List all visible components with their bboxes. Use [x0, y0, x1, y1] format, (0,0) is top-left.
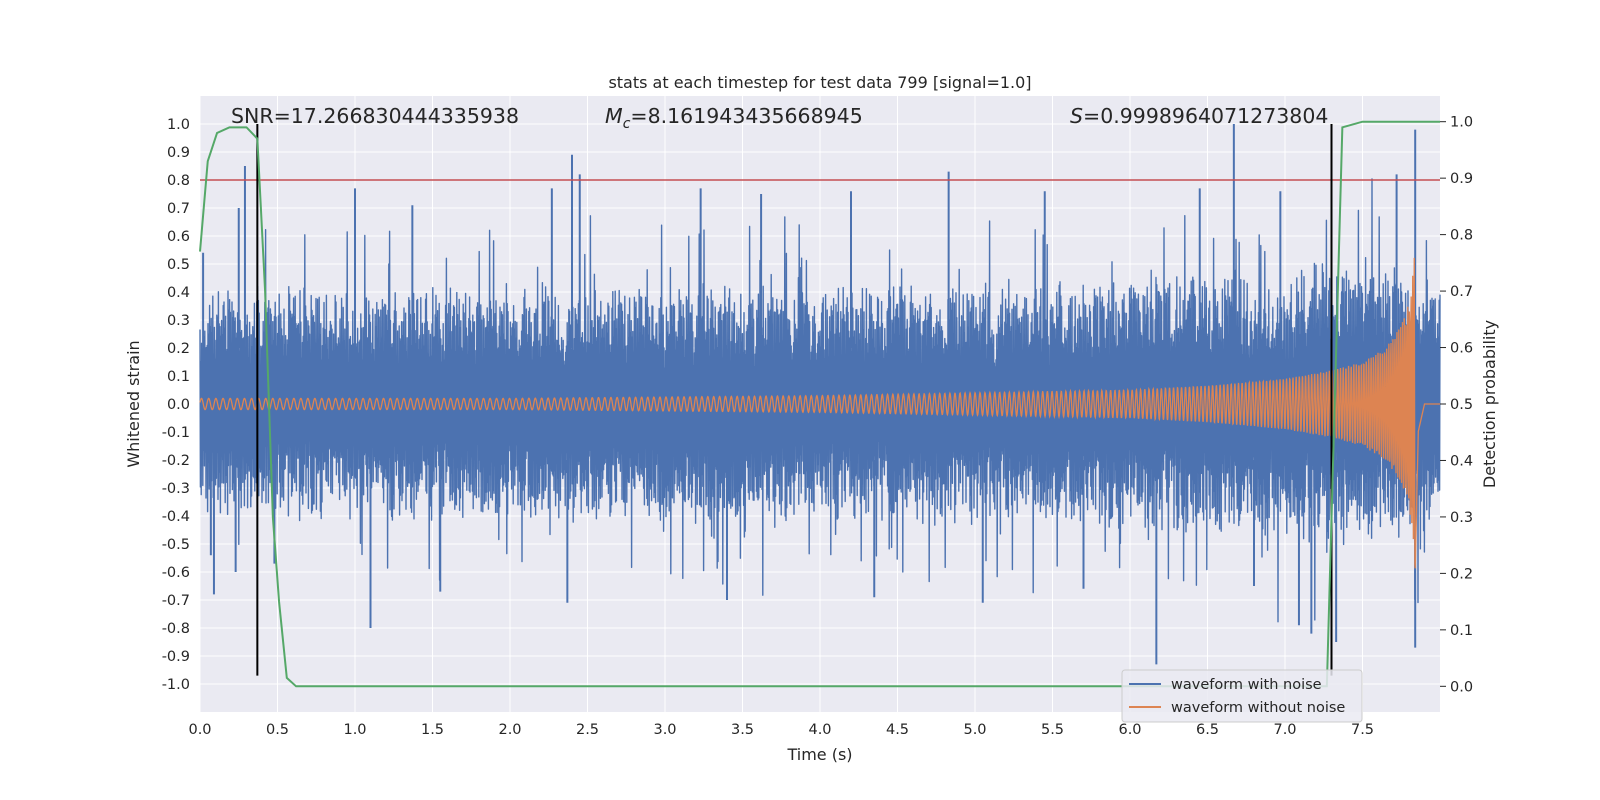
- chart-title: stats at each timestep for test data 799…: [608, 73, 1031, 92]
- x-tick-label: 1.5: [421, 722, 444, 738]
- y-tick-label: 0.1: [167, 369, 190, 385]
- y-tick-label: 0.0: [167, 397, 190, 413]
- y2-tick-label: 0.7: [1450, 284, 1473, 300]
- y-tick-label: -1.0: [162, 677, 190, 693]
- y-tick-label: 0.9: [167, 145, 190, 161]
- score-value: =0.9998964071273804: [1083, 104, 1328, 128]
- x-tick-label: 3.5: [731, 722, 754, 738]
- y-tick-label: -0.3: [162, 481, 190, 497]
- y2-tick-label: 0.0: [1450, 679, 1473, 695]
- x-tick-label: 6.5: [1196, 722, 1219, 738]
- x-tick-label: 0.5: [266, 722, 289, 738]
- y-tick-label: -0.8: [162, 621, 190, 637]
- y-tick-label: -0.4: [162, 509, 190, 525]
- y-tick-label: -0.9: [162, 649, 190, 665]
- y2-tick-label: 0.6: [1450, 341, 1473, 357]
- y-tick-label: 0.5: [167, 257, 190, 273]
- x-tick-label: 1.0: [343, 722, 366, 738]
- y2-tick-labels: 1.0 0.9 0.8 0.7 0.6 0.5 0.4 0.3 0.2 0.1 0.0: [1440, 115, 1473, 695]
- y-tick-label: -0.5: [162, 537, 190, 553]
- y2-tick-label: 1.0: [1450, 115, 1473, 131]
- x-axis-label: Time (s): [786, 745, 852, 764]
- score-symbol: S: [1070, 104, 1083, 128]
- clean-waveform-line: [199, 257, 1440, 569]
- x-tick-label: 5.0: [963, 722, 986, 738]
- x-tick-label: 5.5: [1041, 722, 1064, 738]
- x-tick-label: 2.5: [576, 722, 599, 738]
- y2-tick-label: 0.4: [1450, 453, 1473, 469]
- legend-label-noise: waveform with noise: [1171, 677, 1322, 693]
- y-tick-label: 1.0: [167, 117, 190, 133]
- y2-tick-label: 0.5: [1450, 397, 1473, 413]
- x-tick-labels: 0.0 0.5 1.0 1.5 2.0 2.5 3.0 3.5 4.0 4.5 5.0 5.5 6.0 6…: [188, 722, 1374, 738]
- y2-tick-label: 0.9: [1450, 171, 1473, 187]
- y2-axis-label: Detection probability: [1480, 320, 1499, 488]
- y-tick-labels: 1.0 0.9 0.8 0.7 0.6 0.5 0.4 0.3 0.2 0.1 0.0 -0.1 -0.…: [162, 117, 190, 693]
- y-tick-label: 0.4: [167, 285, 190, 301]
- y-tick-label: 0.3: [167, 313, 190, 329]
- chirp-mass-subscript: c: [623, 116, 631, 132]
- y-tick-label: 0.7: [167, 201, 190, 217]
- x-tick-label: 7.0: [1273, 722, 1296, 738]
- y-tick-label: 0.8: [167, 173, 190, 189]
- y2-tick-label: 0.8: [1450, 228, 1473, 244]
- legend-label-clean: waveform without noise: [1171, 700, 1345, 716]
- y-tick-label: -0.2: [162, 453, 190, 469]
- noise-waveform: [199, 124, 1441, 665]
- legend-box: [1121, 669, 1363, 723]
- y-tick-label: 0.6: [167, 229, 190, 245]
- y2-tick-label: 0.1: [1450, 623, 1473, 639]
- clean-waveform: [199, 257, 1440, 569]
- y-axis-label: Whitened strain: [124, 340, 143, 467]
- noise-waveform-line: [199, 178, 1441, 623]
- x-tick-label: 4.5: [886, 722, 909, 738]
- chirp-mass-value: =8.161943435668945: [630, 104, 862, 128]
- legend: waveform with noise waveform without noi…: [1121, 669, 1363, 723]
- x-tick-label: 6.0: [1118, 722, 1141, 738]
- x-tick-label: 4.0: [808, 722, 831, 738]
- chirp-mass-symbol: M: [605, 104, 623, 128]
- y-tick-label: -0.1: [162, 425, 190, 441]
- y2-tick-label: 0.2: [1450, 566, 1473, 582]
- snr-annotation: SNR=17.266830444335938: [231, 104, 519, 128]
- chirp-mass-annotation: Mc=8.161943435668945: [605, 104, 863, 132]
- x-tick-label: 2.0: [498, 722, 521, 738]
- overlay-lines: [200, 124, 1440, 676]
- y2-tick-label: 0.3: [1450, 510, 1473, 526]
- x-tick-label: 0.0: [188, 722, 211, 738]
- x-tick-label: 7.5: [1351, 722, 1374, 738]
- y-tick-label: -0.6: [162, 565, 190, 581]
- y-tick-label: -0.7: [162, 593, 190, 609]
- x-tick-label: 3.0: [653, 722, 676, 738]
- score-annotation: S=0.9998964071273804: [1070, 104, 1328, 128]
- y-tick-label: 0.2: [167, 341, 190, 357]
